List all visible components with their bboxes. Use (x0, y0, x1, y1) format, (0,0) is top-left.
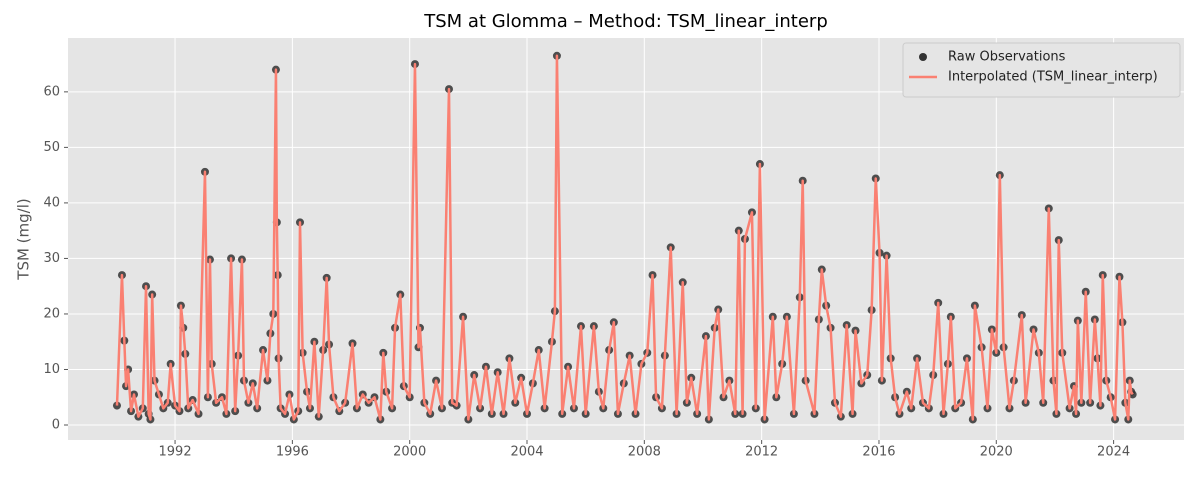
legend-label: Raw Observations (948, 50, 1066, 65)
legend-box (902, 42, 1181, 98)
chart-title: TSM at Glomma – Method: TSM_linear_inter… (423, 11, 828, 32)
legend-marker (919, 53, 927, 61)
y-axis-label: TSM (mg/l) (15, 198, 33, 280)
x-tick-label: 2024 (1097, 445, 1130, 460)
x-tick-label: 2020 (980, 445, 1013, 460)
y-tick-label: 50 (43, 140, 60, 155)
x-tick-label: 2004 (510, 445, 543, 460)
y-tick-label: 60 (43, 84, 60, 99)
legend: Raw Observations Interpolated (TSM_linear… (902, 42, 1181, 98)
marks (112, 51, 1137, 424)
x-tick-label: 2000 (393, 445, 426, 460)
legend-label: Interpolated (TSM_linear_interp) (948, 70, 1158, 85)
x-tick-label: 1996 (276, 445, 309, 460)
y-tick-label: 10 (43, 362, 60, 377)
data-point (112, 401, 121, 410)
x-tick-label: 2008 (628, 445, 661, 460)
y-tick-label: 40 (43, 195, 60, 210)
x-tick-label: 2012 (745, 445, 778, 460)
y-tick-label: 0 (52, 418, 60, 433)
y-tick-label: 20 (43, 306, 60, 321)
y-tick-label: 30 (43, 251, 60, 266)
x-tick-label: 1992 (159, 445, 192, 460)
x-tick-label: 2016 (862, 445, 895, 460)
data-line (115, 54, 1134, 421)
